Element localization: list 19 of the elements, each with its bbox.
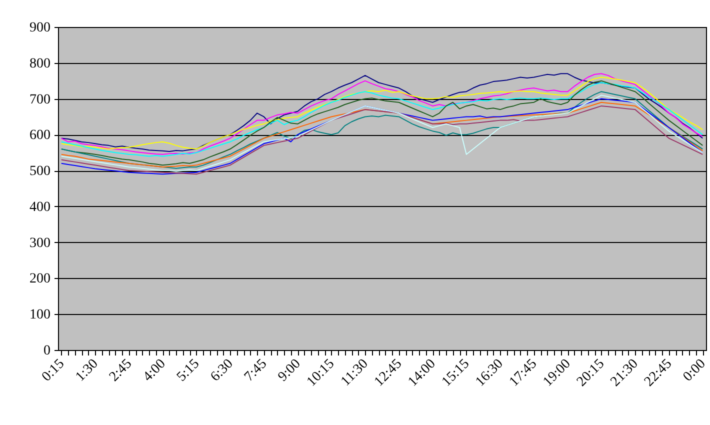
y-tick-label: 300 — [30, 236, 50, 251]
x-tick-label: 5:15 — [174, 356, 203, 385]
y-tick-label: 500 — [30, 164, 50, 180]
y-tick-label: 200 — [30, 272, 50, 287]
y-tick-label: 0 — [44, 344, 50, 358]
y-tick-label: 400 — [30, 200, 50, 215]
x-tick-label: 7:45 — [242, 356, 270, 385]
x-tick-label: 2:45 — [106, 356, 136, 385]
y-tick-label: 100 — [30, 308, 50, 323]
x-tick-label: 4:00 — [140, 356, 169, 385]
x-tick-label: 1:30 — [73, 356, 102, 385]
x-tick-label: 9:00 — [276, 356, 304, 385]
x-tick-label: 0:00 — [680, 356, 709, 385]
x-tick-label: 0:15 — [39, 356, 68, 385]
y-tick-label: 800 — [30, 56, 50, 72]
x-tick-label: 6:30 — [208, 356, 236, 385]
y-tick-label: 600 — [30, 128, 50, 144]
y-tick-label: 900 — [30, 20, 50, 36]
y-tick-label: 700 — [30, 92, 50, 108]
